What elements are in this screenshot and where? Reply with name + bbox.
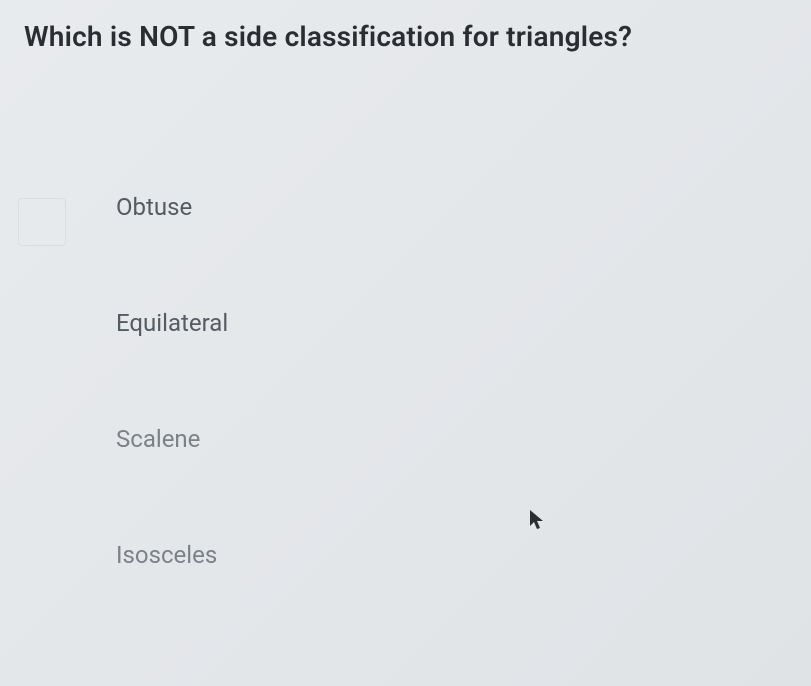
option-label: Isosceles: [116, 541, 217, 569]
option-label: Obtuse: [116, 193, 192, 221]
option-obtuse[interactable]: Obtuse: [116, 193, 787, 221]
question-text: Which is NOT a side classification for t…: [24, 20, 787, 53]
option-scalene[interactable]: Scalene: [116, 425, 787, 453]
option-isosceles[interactable]: Isosceles: [116, 541, 787, 569]
option-equilateral[interactable]: Equilateral: [116, 309, 787, 337]
option-checkbox[interactable]: [18, 198, 66, 246]
option-label: Equilateral: [116, 309, 228, 337]
option-label: Scalene: [116, 425, 200, 453]
options-list: Obtuse Equilateral Scalene Isosceles: [24, 193, 787, 569]
